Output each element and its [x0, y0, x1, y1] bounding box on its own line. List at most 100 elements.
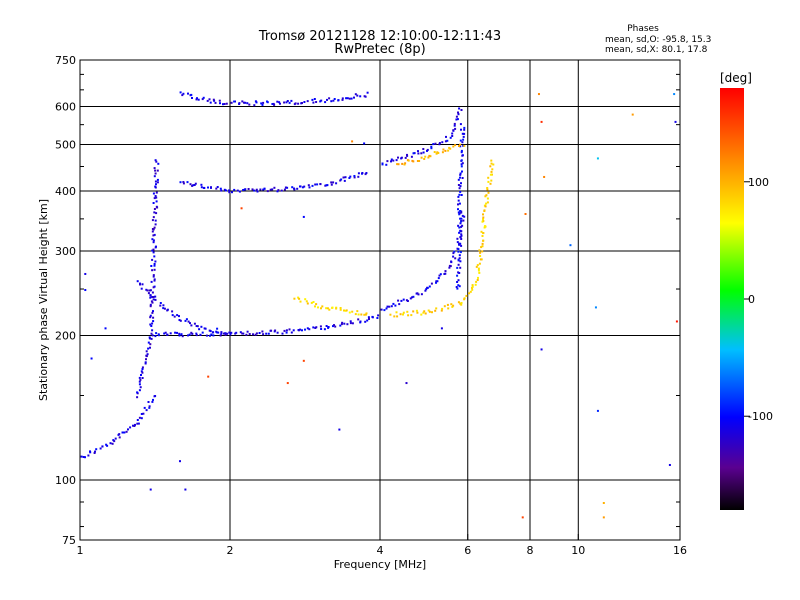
echo-point	[154, 260, 157, 263]
echo-point	[152, 398, 154, 401]
echo-point	[222, 103, 224, 106]
echo-point	[459, 210, 462, 212]
echo-point	[458, 145, 460, 147]
echo-point	[479, 255, 482, 257]
echo-point	[152, 239, 155, 242]
echo-point	[461, 162, 464, 165]
echo-point	[390, 160, 392, 163]
echo-point	[481, 250, 484, 253]
echo-point	[147, 341, 150, 344]
echo-point	[420, 313, 423, 316]
echo-point	[262, 101, 265, 104]
echo-point	[187, 334, 189, 337]
echo-point	[328, 308, 331, 311]
echo-point	[357, 175, 360, 178]
echo-point	[224, 332, 227, 335]
echo-point	[263, 187, 266, 190]
echo-point	[195, 332, 198, 335]
echo-point	[349, 322, 352, 325]
echo-point	[349, 320, 352, 323]
echo-point	[197, 98, 200, 101]
echo-point	[489, 165, 492, 168]
echo-point	[270, 329, 273, 332]
echo-point	[377, 314, 380, 317]
echo-point	[478, 249, 481, 252]
echo-point	[164, 331, 167, 334]
echo-point	[281, 332, 284, 335]
echo-point	[423, 310, 426, 313]
echo-point	[278, 101, 281, 104]
echo-point	[461, 132, 464, 135]
echo-point	[397, 163, 400, 166]
echo-point	[477, 267, 480, 270]
echo-point	[184, 319, 187, 322]
echo-point	[151, 334, 154, 337]
echo-point	[138, 376, 141, 379]
echo-point	[182, 182, 185, 185]
echo-point	[259, 188, 262, 191]
echo-point	[443, 273, 446, 275]
echo-point	[459, 139, 462, 142]
echo-point	[341, 97, 344, 100]
echo-point	[319, 183, 322, 185]
echo-point	[233, 100, 236, 103]
x-tick-label: 4	[377, 544, 384, 557]
echo-point	[296, 187, 299, 190]
echo-point	[429, 155, 432, 158]
echo-point	[239, 331, 242, 334]
echo-point	[426, 148, 429, 151]
echo-point	[111, 442, 114, 445]
echo-point	[449, 147, 452, 150]
echo-point	[276, 331, 279, 334]
echo-point	[478, 262, 481, 265]
echo-point	[159, 304, 162, 307]
echo-point	[401, 162, 404, 165]
echo-point	[441, 141, 444, 144]
phases-label: Phases	[627, 24, 659, 34]
echo-point	[325, 325, 328, 327]
echo-point	[412, 152, 415, 155]
echo-point	[210, 333, 213, 336]
echo-point	[404, 156, 407, 159]
echo-point	[404, 162, 407, 165]
echo-point	[487, 176, 490, 179]
echo-point	[461, 141, 464, 144]
echo-point	[448, 266, 451, 269]
x-tick-label: 6	[464, 544, 471, 557]
echo-point	[151, 258, 154, 261]
echo-point	[474, 283, 477, 286]
echo-point	[411, 296, 414, 299]
echo-point	[262, 333, 265, 336]
echo-point	[460, 230, 463, 233]
echo-point	[240, 207, 243, 210]
echo-point	[153, 226, 156, 229]
echo-point	[457, 203, 459, 206]
echo-point	[357, 313, 360, 316]
echo-point	[477, 276, 479, 279]
echo-point	[220, 331, 223, 334]
echo-point	[284, 186, 287, 189]
echo-point	[302, 359, 305, 362]
echo-point	[441, 307, 444, 310]
echo-point	[153, 264, 156, 267]
echo-point	[457, 208, 459, 211]
echo-point	[149, 316, 152, 319]
echo-point	[452, 129, 455, 132]
echo-point	[460, 233, 463, 236]
echo-point	[461, 170, 463, 173]
echo-point	[392, 302, 395, 305]
echo-point	[190, 93, 193, 96]
echo-point	[388, 305, 391, 308]
echo-point	[485, 194, 488, 197]
echo-point	[242, 189, 245, 191]
echo-point	[308, 328, 311, 331]
echo-point	[398, 303, 401, 306]
echo-point	[151, 296, 154, 298]
echo-point	[138, 416, 141, 419]
echo-point	[341, 321, 344, 324]
echo-point	[127, 428, 129, 431]
echo-point	[153, 279, 156, 282]
echo-point	[413, 152, 416, 155]
echo-point	[460, 238, 463, 240]
echo-point	[490, 159, 493, 162]
